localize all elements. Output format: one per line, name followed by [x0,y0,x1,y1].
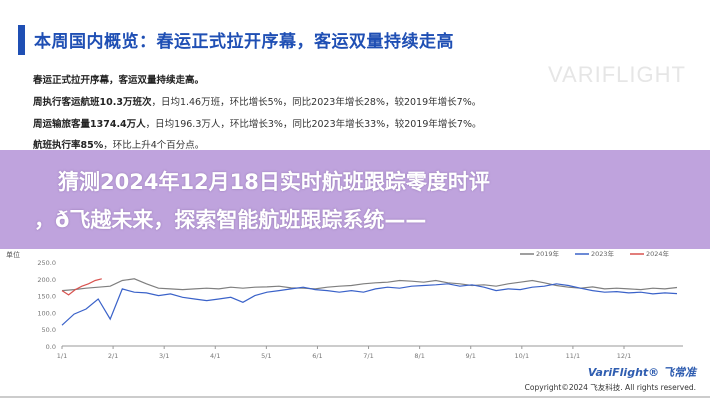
line-chart: 单位 0.0 50.0 100.0 150.0 200.0 250.0 1/1 2/1 3/1 4/… [6,249,683,360]
y-tick-label: 50.0 [42,326,56,334]
series-line-2023年 [61,283,678,326]
summary-line-2: 周执行客运航班10.3万班次，日均1.46万班，环比增长5%，同比2023年增长… [33,94,481,108]
series-line-2019年 [61,278,678,292]
title-overlay: 猜测2024年12月18日实时航班跟踪零度时评 ，ð飞越未来，探索智能航班跟踪系… [0,150,710,249]
copyright: Copyright©2024 飞友科技. All rights reserved… [524,383,696,392]
heading-accent-bar [18,25,25,55]
y-axis-label: 单位 [6,250,20,259]
summary-line-3-rest: ，日均196.3万人，环比增长3%，同比2023年增长33%，较2019年增长7… [145,119,482,130]
summary-line-4-bold: 航班执行率85% [33,140,104,151]
x-tick-label: 8/1 [414,352,424,360]
summary-line-2-bold: 周执行客运航班10.3万班次 [33,97,152,108]
summary-line-1-bold: 春运正式拉开序幕，客运双量持续走高。 [33,75,205,86]
x-tick-label: 11/1 [566,352,581,360]
watermark: VARIFLIGHT [548,62,686,87]
x-tick-label: 9/1 [465,352,475,360]
x-tick-label: 2/1 [108,352,118,360]
x-tick-label: 1/1 [57,352,67,360]
overlay-title-line-2: ，ð飞越未来，探索智能航班跟踪系统—— [34,208,427,232]
overlay-title-line-1: 猜测2024年12月18日实时航班跟踪零度时评 [58,170,490,194]
summary-line-4-rest: ，环比上升4个百分点。 [103,140,205,151]
x-tick-label: 7/1 [363,352,373,360]
y-tick-label: 250.0 [37,259,56,267]
x-tick-label: 4/1 [210,352,220,360]
x-tick-label: 5/1 [261,352,271,360]
x-tick-label: 10/1 [515,352,530,360]
x-tick-label: 3/1 [159,352,169,360]
summary-line-1: 春运正式拉开序幕，客运双量持续走高。 [33,72,204,86]
y-tick-label: 150.0 [37,293,56,301]
summary-line-3-bold: 周运输旅客量1374.4万人 [33,119,146,130]
legend-label: 2019年 [536,249,560,258]
summary-line-4: 航班执行率85%，环比上升4个百分点。 [33,137,204,151]
y-tick-label: 100.0 [37,309,56,317]
x-tick-label: 12/1 [617,352,632,360]
series-line-2024年 [61,278,102,296]
legend-label: 2024年 [646,249,670,258]
variflight-logo: VariFlight® 飞常准 [587,366,696,379]
slide-heading: 本周国内概览：春运正式拉开序幕，客运双量持续走高 [34,32,454,52]
y-tick-label: 0.0 [46,343,56,351]
legend-label: 2023年 [591,249,615,258]
divider [0,396,710,398]
x-tick-label: 6/1 [312,352,322,360]
summary-line-2-rest: ，日均1.46万班，环比增长5%，同比2023年增长28%，较2019年增长7%… [151,97,482,108]
summary-line-3: 周运输旅客量1374.4万人，日均196.3万人，环比增长3%，同比2023年增… [33,116,481,130]
y-tick-label: 200.0 [37,276,56,284]
